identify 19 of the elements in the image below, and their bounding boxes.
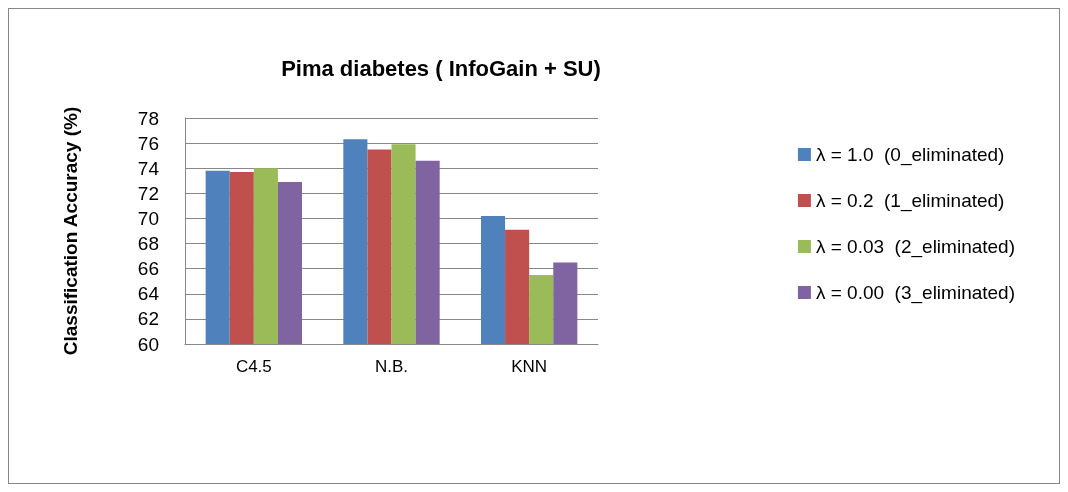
y-tick-label: 76	[137, 132, 159, 154]
y-tick-label: 68	[137, 233, 159, 255]
chart-title: Pima diabetes ( InfoGain + SU)	[281, 55, 601, 81]
x-tick-label: N.B.	[374, 357, 409, 376]
y-tick-label: 72	[137, 182, 159, 204]
y-tick-label: 74	[137, 157, 160, 179]
x-tick-label: KNN	[511, 357, 548, 376]
x-tick-label: C4.5	[235, 357, 272, 376]
y-tick-label: 66	[137, 258, 159, 280]
y-tick-label: 62	[137, 308, 159, 330]
y-tick-label: 70	[137, 207, 159, 229]
y-tick-label: 60	[137, 333, 159, 355]
y-tick-label: 78	[137, 107, 159, 129]
legend-label: λ = 0.00 (3_eliminated)	[815, 282, 1016, 304]
legend-label: λ = 0.2 (1_eliminated)	[815, 190, 1005, 212]
y-axis-title: Classification Accuracy (%)	[60, 106, 81, 356]
legend-label: λ = 1.0 (0_eliminated)	[815, 144, 1005, 166]
y-tick-label: 64	[137, 283, 160, 305]
legend-label: λ = 0.03 (2_eliminated)	[815, 236, 1016, 258]
